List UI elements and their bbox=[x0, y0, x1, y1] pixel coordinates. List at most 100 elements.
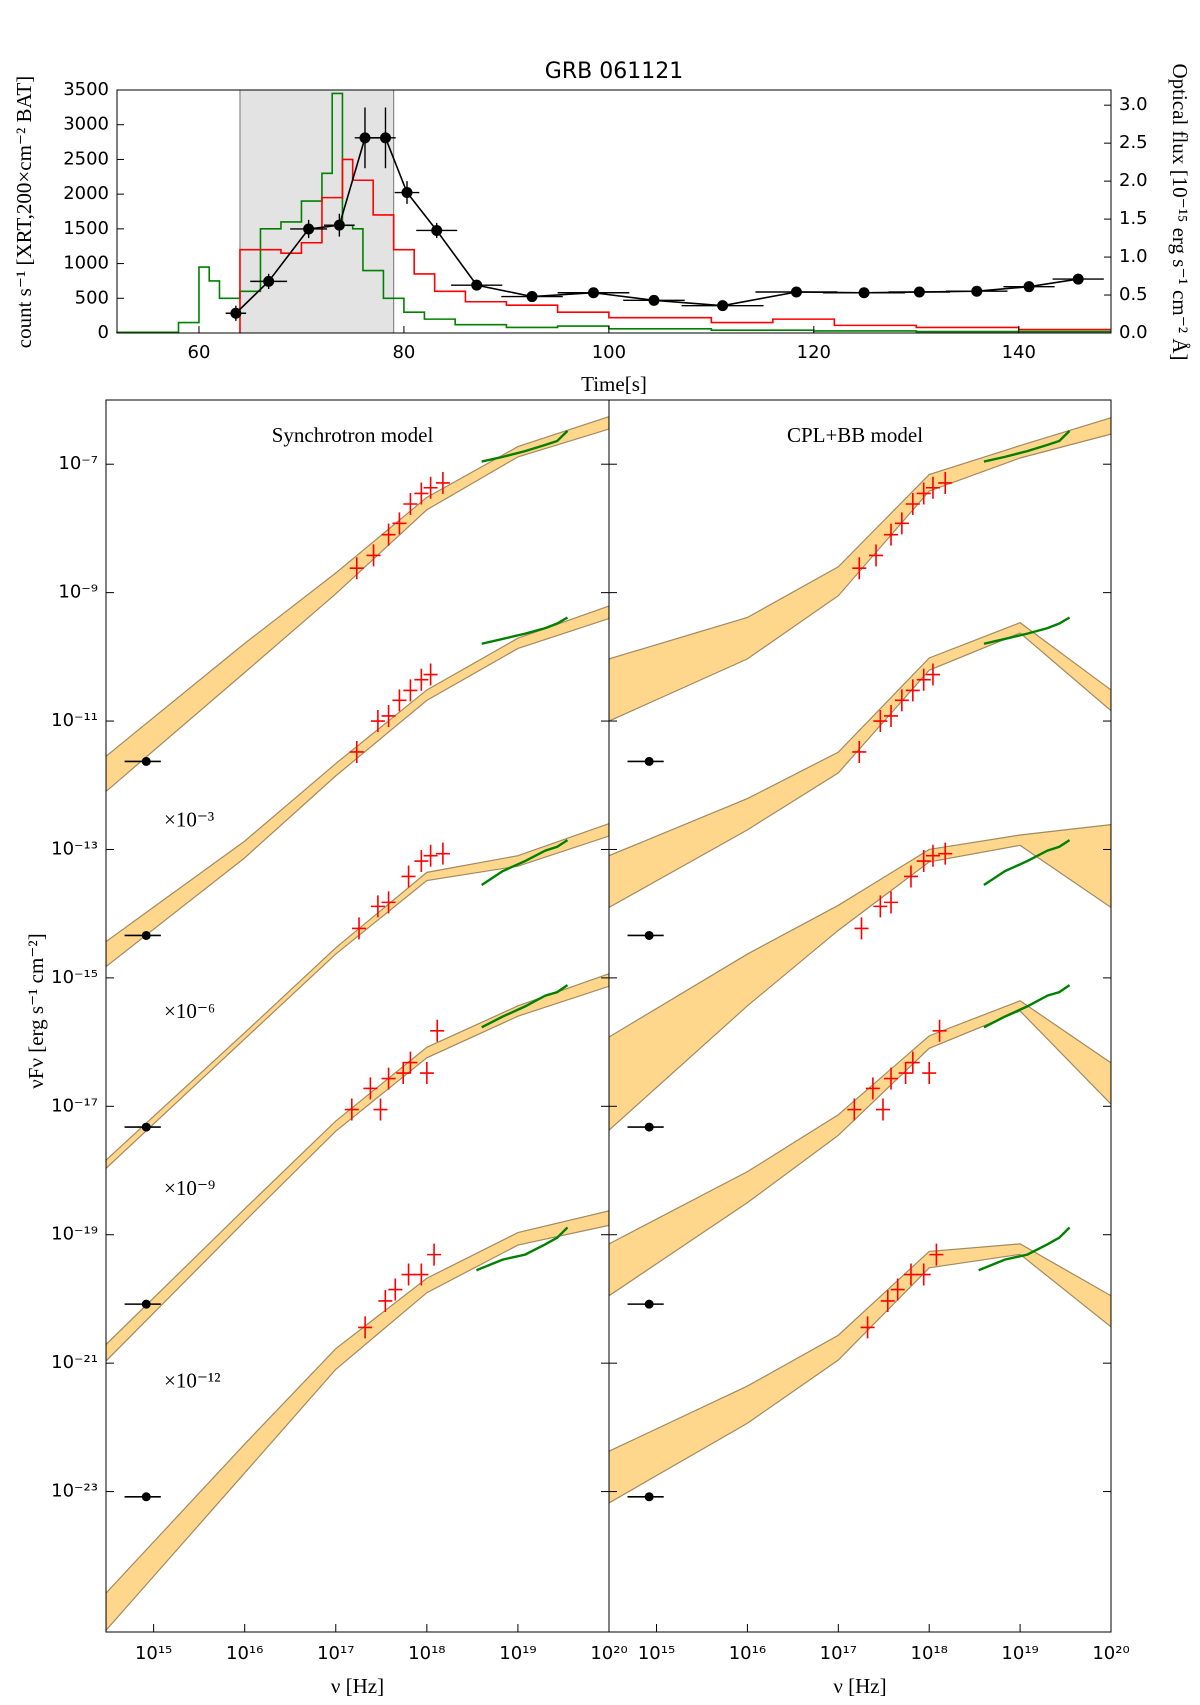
xrt-point bbox=[435, 471, 450, 494]
y-tick-label: 2500 bbox=[63, 148, 109, 169]
data-point bbox=[790, 286, 802, 298]
data-point bbox=[431, 224, 443, 236]
xrt-point bbox=[349, 740, 364, 763]
x-tick-label: 10¹⁸ bbox=[408, 1643, 445, 1664]
xrt-point bbox=[916, 482, 931, 505]
data-point bbox=[263, 275, 275, 287]
y-tick-label: 1500 bbox=[63, 218, 109, 239]
bat-spectrum bbox=[983, 984, 1071, 1029]
xrt-point bbox=[392, 689, 407, 712]
x-tick-label: 60 bbox=[188, 342, 211, 363]
xrt-point bbox=[430, 1019, 445, 1042]
xrt-point bbox=[875, 1098, 890, 1121]
xrt-point bbox=[344, 1098, 359, 1121]
scale-label: ×10⁻⁹ bbox=[164, 1176, 215, 1200]
bat-spectrum bbox=[978, 1226, 1071, 1272]
y2-axis-label: Optical flux [10⁻¹⁵ erg s⁻¹ cm⁻² Å] bbox=[1168, 63, 1192, 360]
x-tick-label: 140 bbox=[1002, 342, 1036, 363]
data-point bbox=[379, 132, 391, 144]
x-tick-label: 10¹⁹ bbox=[1001, 1643, 1038, 1664]
xrt-point bbox=[403, 1051, 418, 1074]
xrt-point bbox=[929, 1243, 944, 1266]
scale-label: ×10⁻⁶ bbox=[164, 999, 215, 1023]
xrt-point bbox=[396, 1062, 411, 1085]
xrt-point bbox=[894, 512, 909, 535]
xrt-point bbox=[423, 663, 438, 686]
optical-point bbox=[644, 930, 654, 940]
xrt-point bbox=[884, 523, 899, 546]
data-point bbox=[230, 307, 242, 319]
x-tick-label: 10²⁰ bbox=[1092, 1643, 1129, 1664]
x-tick-label: 120 bbox=[797, 342, 831, 363]
x-axis-label: ν [Hz] bbox=[331, 1674, 384, 1698]
xrt-point bbox=[854, 917, 869, 940]
data-point bbox=[471, 279, 483, 291]
xrt-point bbox=[873, 895, 888, 918]
bat-spectrum bbox=[481, 984, 569, 1029]
optical-point bbox=[644, 756, 654, 766]
x-tick-label: 10¹⁶ bbox=[226, 1643, 263, 1664]
panel-title: CPL+BB model bbox=[787, 423, 923, 447]
panel bbox=[609, 417, 1111, 1504]
data-point bbox=[526, 291, 538, 303]
axes-frame bbox=[116, 89, 1112, 334]
chart-title: GRB 061121 bbox=[545, 59, 683, 84]
xrt-point bbox=[381, 523, 396, 546]
xrt-point bbox=[925, 476, 940, 499]
y-tick-label: 10⁻¹¹ bbox=[51, 710, 98, 731]
xrt-point bbox=[435, 842, 450, 865]
x-tick-label: 80 bbox=[392, 342, 415, 363]
xrt-point bbox=[903, 865, 918, 888]
data-point bbox=[1023, 281, 1035, 293]
xrt-point bbox=[381, 891, 396, 914]
data-point bbox=[913, 286, 925, 298]
xrt-point bbox=[414, 668, 429, 691]
data-point bbox=[858, 287, 870, 299]
xrt-point bbox=[916, 668, 931, 691]
xrt-point bbox=[414, 1263, 429, 1286]
xrt-point bbox=[905, 493, 920, 516]
y2-tick-label: 2.5 bbox=[1119, 132, 1148, 153]
y2-tick-label: 0.0 bbox=[1119, 322, 1148, 343]
x-tick-label: 10²⁰ bbox=[590, 1643, 627, 1664]
y-tick-label: 500 bbox=[75, 287, 109, 308]
x-tick-label: 10¹⁵ bbox=[135, 1643, 172, 1664]
xrt-point bbox=[349, 557, 364, 580]
xrt-point bbox=[898, 1062, 913, 1085]
x-tick-label: 10¹⁷ bbox=[317, 1643, 354, 1664]
xrt-point bbox=[423, 476, 438, 499]
y2-tick-label: 0.5 bbox=[1119, 284, 1148, 305]
bat-spectrum bbox=[983, 430, 1071, 463]
xrt-point bbox=[938, 842, 953, 865]
y-tick-label: 10⁻⁹ bbox=[58, 582, 98, 603]
bat-spectrum bbox=[983, 616, 1071, 645]
x-axis-label: ν [Hz] bbox=[833, 1674, 886, 1698]
xrt-point bbox=[865, 1077, 880, 1100]
xrt-point bbox=[894, 689, 909, 712]
optical-point bbox=[644, 1492, 654, 1502]
y-tick-label: 1000 bbox=[63, 253, 109, 274]
xrt-point bbox=[916, 1263, 931, 1286]
y-tick-label: 10⁻¹⁷ bbox=[51, 1095, 98, 1116]
x-tick-label: 10¹⁷ bbox=[820, 1643, 857, 1664]
y-tick-label: 3500 bbox=[63, 79, 109, 100]
model-band bbox=[106, 1210, 609, 1632]
y2-tick-label: 3.0 bbox=[1119, 94, 1148, 115]
data-point bbox=[648, 294, 660, 306]
y-tick-label: 3000 bbox=[63, 114, 109, 135]
xrt-point bbox=[370, 895, 385, 918]
shaded-span bbox=[239, 89, 395, 334]
x-tick-label: 10¹⁶ bbox=[729, 1643, 766, 1664]
xrt-point bbox=[392, 512, 407, 535]
xrt-point bbox=[880, 1289, 895, 1312]
optical-point bbox=[141, 1299, 151, 1309]
xrt-point bbox=[363, 1077, 378, 1100]
xrt-point bbox=[414, 850, 429, 873]
xrt-point bbox=[925, 844, 940, 867]
model-band bbox=[609, 823, 1111, 1131]
xrt-point bbox=[378, 1289, 393, 1312]
xrt-point bbox=[852, 557, 867, 580]
model-band bbox=[609, 1000, 1111, 1297]
